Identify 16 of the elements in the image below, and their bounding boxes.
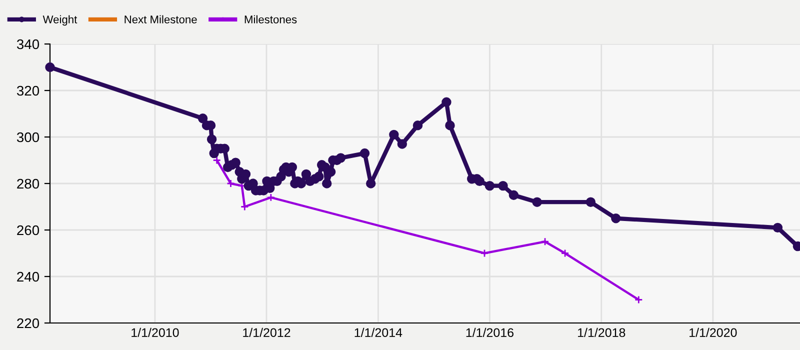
x-tick-label: 1/1/2012 [243,328,290,338]
y-tick-label: 260 [17,225,40,236]
y-tick-label: 220 [17,318,40,328]
y-tick-label: 340 [16,39,40,50]
x-tick-label: 1/1/2016 [466,328,514,338]
x-tick-label: 1/1/2020 [690,328,737,338]
x-tick-label: 1/1/2018 [578,328,626,338]
y-tick-label: 320 [16,86,40,96]
legend-label: Next Milestone [124,15,197,24]
x-tick-label: 1/1/2010 [132,328,179,338]
legend-label: Milestones [244,15,297,24]
y-tick-label: 300 [16,132,40,142]
y-tick-label: 280 [17,178,40,189]
legend-label: Weight [42,15,78,26]
y-tick-label: 240 [17,272,40,282]
x-tick-label: 1/1/2014 [354,328,402,338]
